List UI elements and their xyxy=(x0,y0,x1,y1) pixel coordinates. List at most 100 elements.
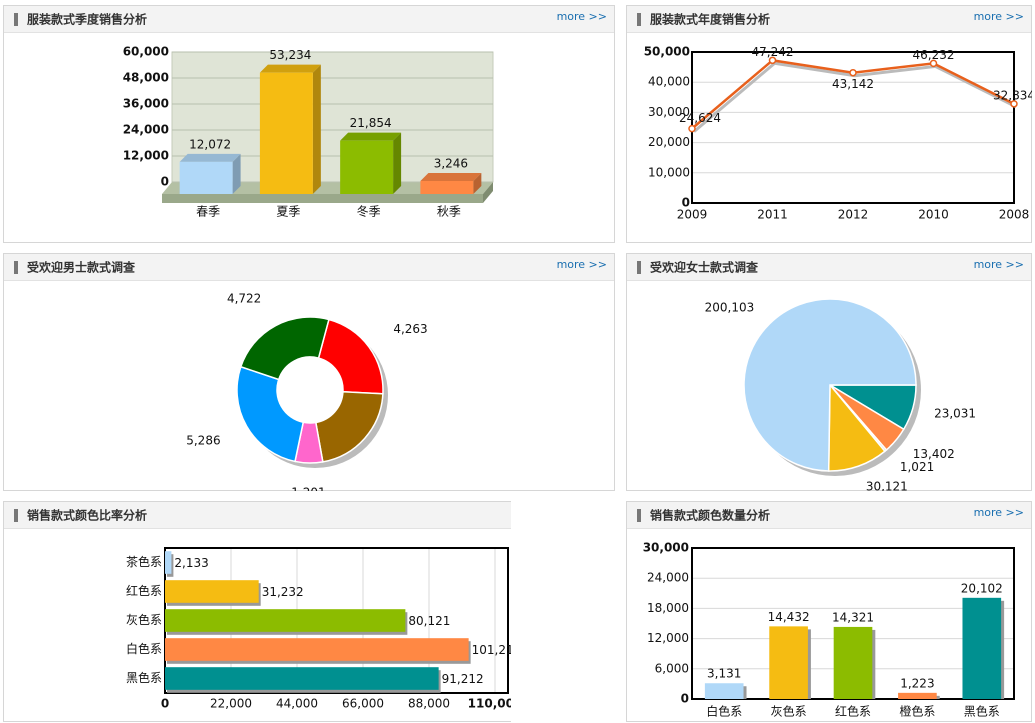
value-label: 20,102 xyxy=(961,581,1003,595)
y-tick-label: 6,000 xyxy=(655,661,689,675)
value-label: 31,232 xyxy=(262,585,304,599)
y-tick-label: 36,000 xyxy=(123,97,169,111)
y-tick-label: 10,000 xyxy=(648,165,690,179)
more-link[interactable]: more >> xyxy=(974,258,1024,271)
panel-title: 受欢迎女士款式调查 xyxy=(650,260,759,275)
x-tick-label: 66,000 xyxy=(342,697,384,711)
panel-title: 销售款式颜色数量分析 xyxy=(650,508,770,523)
panel: 受欢迎女士款式调查 more >>23,03113,4021,02130,1212… xyxy=(626,253,1032,493)
panel-title: 服装款式季度销售分析 xyxy=(27,12,147,27)
panel-header xyxy=(627,6,1031,32)
value-label: 200,103 xyxy=(705,301,755,315)
value-label: 47,242 xyxy=(752,45,794,59)
value-label: 14,321 xyxy=(832,610,874,624)
bar xyxy=(420,180,474,194)
panel-header xyxy=(627,254,1031,280)
value-label: 21,854 xyxy=(350,116,392,130)
y-tick-label: 40,000 xyxy=(648,75,690,89)
bar xyxy=(340,140,394,194)
more-link[interactable]: more >> xyxy=(557,258,607,271)
value-label: 1,223 xyxy=(900,676,934,690)
point xyxy=(1010,100,1018,108)
y-tick-label: 黑色系 xyxy=(126,671,162,685)
x-tick-label: 冬季 xyxy=(357,204,381,219)
header-marker xyxy=(14,13,18,26)
value-label: 43,142 xyxy=(832,77,874,91)
more-link[interactable]: more >> xyxy=(557,10,607,23)
bar-side xyxy=(473,172,482,194)
y-tick-label: 50,000 xyxy=(644,45,690,59)
bar-top xyxy=(179,153,241,162)
x-tick-label: 秋季 xyxy=(437,205,461,219)
x-tick-label: 2011 xyxy=(757,208,788,222)
value-label: 13,402 xyxy=(913,447,955,461)
panel-title: 受欢迎男士款式调查 xyxy=(27,260,136,275)
x-tick-label: 88,000 xyxy=(408,697,450,711)
header-marker xyxy=(637,13,641,26)
x-tick-label: 夏季 xyxy=(276,205,300,219)
x-tick-label: 灰色系 xyxy=(771,705,807,719)
chart: 0 10,000 20,000 30,000 40,000 50,000 24,624 200… xyxy=(644,45,1032,222)
y-tick-label: 茶色系 xyxy=(126,554,162,569)
x-tick-label: 22,000 xyxy=(210,697,252,711)
chart: 0 6,000 12,000 18,000 24,000 30,000 3,131 白色系 14… xyxy=(643,541,1015,719)
y-tick-label: 12,000 xyxy=(123,149,169,163)
pie-slice xyxy=(743,298,917,472)
panel: 销售款式颜色数量分析 more >> 0 6,000 12,000 18,000 24,00… xyxy=(626,501,1032,722)
y-tick-label: 24,000 xyxy=(123,123,169,137)
bar xyxy=(962,597,1002,699)
panel-header xyxy=(4,254,614,280)
bar xyxy=(704,683,744,699)
bar-side xyxy=(232,153,241,194)
y-tick-label: 0 xyxy=(681,692,689,706)
value-label: 1,021 xyxy=(900,460,934,474)
chart-floor-side xyxy=(483,182,493,203)
more-link[interactable]: more >> xyxy=(974,506,1024,519)
value-label: 101,212 xyxy=(472,643,522,657)
value-label: 5,286 xyxy=(186,434,220,448)
x-tick-label: 2009 xyxy=(677,208,708,222)
x-tick-label: 白色系 xyxy=(706,704,742,719)
value-label: 91,212 xyxy=(442,672,484,686)
y-tick-label: 24,000 xyxy=(647,571,689,585)
y-tick-label: 20,000 xyxy=(648,135,690,149)
value-label: 53,234 xyxy=(269,48,311,62)
y-tick-label: 红色系 xyxy=(126,583,162,598)
value-label: 24,624 xyxy=(679,111,721,125)
chart: 0 12,000 24,000 36,000 48,000 60,000 12,072 春季 5… xyxy=(123,45,494,219)
chart: 4,263 1,201 5,286 4,722 xyxy=(186,292,427,491)
x-tick-label: 44,000 xyxy=(276,697,318,711)
chart-floor xyxy=(162,182,493,194)
bar xyxy=(165,638,469,661)
header-marker xyxy=(14,509,18,522)
panel-header xyxy=(4,6,614,32)
x-tick-label: 春季 xyxy=(196,205,220,219)
y-tick-label: 48,000 xyxy=(123,71,169,85)
x-tick-label: 2010 xyxy=(918,208,949,222)
header-marker xyxy=(637,509,641,522)
value-label: 2,133 xyxy=(174,556,208,570)
y-tick-label: 30,000 xyxy=(643,541,689,555)
panel-title: 服装款式年度销售分析 xyxy=(650,12,770,27)
y-tick-label: 0 xyxy=(161,175,169,189)
value-label: 30,121 xyxy=(866,479,908,493)
x-tick-label: 110,000 xyxy=(468,697,523,711)
bar-side xyxy=(312,64,321,194)
panel: 服装款式季度销售分析 more >> 0 12,000 24,000 36,000 48,0… xyxy=(3,5,615,243)
value-label: 3,131 xyxy=(707,667,741,681)
point xyxy=(688,124,696,133)
x-tick-label: 橙色系 xyxy=(899,704,935,719)
chart-floor-front xyxy=(162,194,483,203)
value-label: 14,432 xyxy=(768,610,810,624)
point xyxy=(929,59,938,68)
y-tick-label: 0 xyxy=(682,196,690,210)
bar xyxy=(165,580,259,603)
y-tick-label: 18,000 xyxy=(647,601,689,615)
more-link[interactable]: more >> xyxy=(974,10,1024,23)
x-tick-label: 红色系 xyxy=(835,704,871,719)
donut-hole xyxy=(277,357,343,423)
y-tick-label: 60,000 xyxy=(123,45,169,59)
bar xyxy=(833,626,873,699)
panel-header xyxy=(627,502,1031,528)
